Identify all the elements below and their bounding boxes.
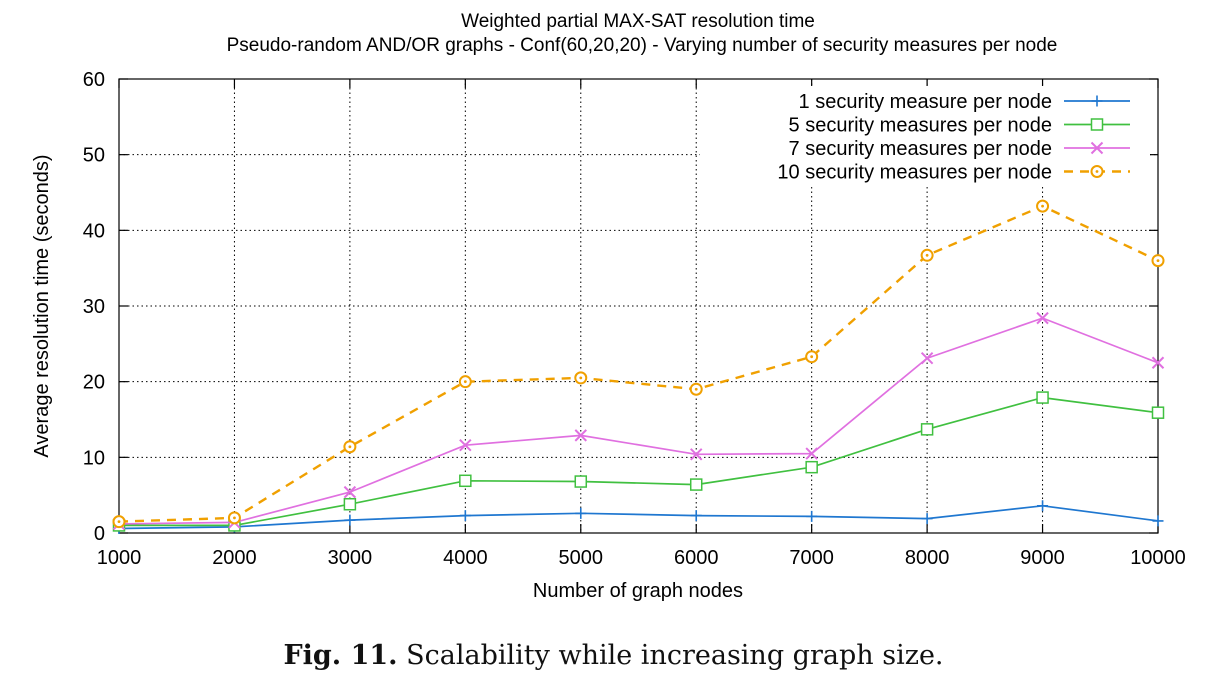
data-point-square (805, 460, 818, 474)
data-point-square (1036, 391, 1049, 404)
data-point-circle-dot (925, 253, 929, 257)
legend-label: 7 security measures per node (789, 138, 1052, 160)
x-tick-label: 6000 (674, 547, 719, 569)
series-line (118, 317, 1159, 525)
x-tick-label: 10000 (1130, 547, 1186, 569)
data-point-plus (921, 513, 933, 525)
data-point-plus (1152, 515, 1164, 527)
caption-label: Fig. 11. (283, 640, 398, 671)
series-line (118, 204, 1159, 523)
x-tick-label: 1000 (97, 547, 142, 569)
data-point-circle-dot (810, 355, 814, 359)
figure-caption: Fig. 11. Scalability while increasing gr… (0, 640, 1227, 671)
data-point-circle-dot (348, 445, 352, 449)
chart-title: Weighted partial MAX-SAT resolution time (461, 11, 815, 32)
data-point-x (1036, 311, 1049, 325)
data-point-square (1090, 118, 1104, 131)
data-point-x (1151, 356, 1165, 369)
y-axis-label: Average resolution time (seconds) (31, 154, 53, 457)
data-point-square (1151, 406, 1165, 419)
chart: Weighted partial MAX-SAT resolution time… (31, 11, 1186, 602)
data-point-circle-dot (694, 387, 698, 391)
legend-label: 1 security measure per node (799, 91, 1052, 113)
legend-background (700, 86, 1150, 186)
caption-text: Scalability while increasing graph size. (406, 640, 944, 671)
data-point-square (689, 478, 703, 491)
x-tick-label: 5000 (559, 547, 604, 569)
axis-ticks: 1000 2000 3000 4000 5000 6000 7000 8000 9000 1000… (83, 69, 1186, 569)
series-group (112, 199, 1165, 534)
data-point-x (920, 352, 934, 365)
y-tick-label: 50 (83, 145, 105, 167)
series-1 (113, 500, 1164, 534)
data-point-x (343, 485, 357, 499)
data-point-plus (690, 510, 702, 522)
x-tick-label: 9000 (1020, 547, 1065, 569)
series-line (118, 504, 1159, 530)
x-tick-label: 2000 (212, 547, 257, 569)
legend-label: 10 security measures per node (777, 162, 1052, 184)
grid-lines (119, 79, 1158, 533)
y-tick-label: 60 (83, 69, 105, 91)
y-tick-label: 0 (94, 523, 105, 545)
data-point-circle-dot (1095, 170, 1099, 173)
y-tick-label: 10 (83, 447, 105, 469)
data-point-square (574, 475, 588, 488)
data-point-x (690, 448, 703, 461)
x-tick-label: 4000 (443, 547, 488, 569)
x-axis-label: Number of graph nodes (533, 580, 743, 602)
y-tick-label: 20 (83, 372, 105, 394)
legend-label: 5 security measures per node (789, 115, 1052, 137)
data-point-circle-dot (463, 380, 467, 384)
data-point-plus (575, 507, 587, 519)
series-4 (112, 199, 1165, 529)
series-line (119, 396, 1159, 527)
data-point-x (459, 439, 472, 452)
y-tick-label: 30 (83, 296, 105, 318)
data-point-plus (1091, 95, 1103, 107)
data-point-circle-dot (1041, 204, 1044, 208)
data-point-plus (344, 514, 356, 526)
data-point-circle-dot (233, 516, 236, 520)
data-point-square (920, 423, 934, 436)
series-3 (112, 311, 1165, 531)
y-tick-label: 40 (83, 220, 105, 242)
chart-subtitle: Pseudo-random AND/OR graphs - Conf(60,20… (227, 35, 1058, 56)
data-point-square (459, 474, 472, 488)
data-point-x (574, 429, 587, 442)
data-point-plus (459, 510, 471, 522)
data-point-plus (806, 510, 818, 522)
data-point-circle-dot (1156, 259, 1160, 262)
data-point-plus (1037, 500, 1049, 512)
data-point-x (805, 447, 818, 460)
data-point-square (343, 497, 357, 511)
x-tick-label: 7000 (789, 547, 834, 569)
x-tick-label: 3000 (328, 547, 373, 569)
data-point-circle-dot (117, 520, 121, 524)
data-point-x (1090, 141, 1104, 155)
data-point-circle-dot (579, 376, 583, 380)
x-tick-label: 8000 (905, 547, 950, 569)
